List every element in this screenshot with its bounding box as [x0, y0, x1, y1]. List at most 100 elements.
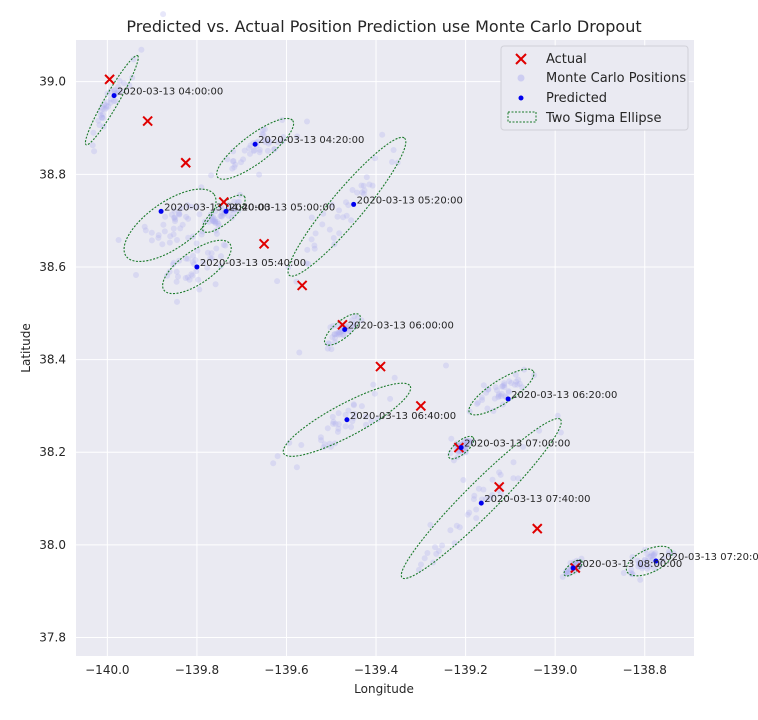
monte-carlo-point [343, 212, 350, 219]
predicted-time-label: 2020-03-13 04:00:00 [117, 87, 223, 98]
two-sigma-ellipse [323, 313, 361, 346]
actual-marker [180, 157, 191, 168]
monte-carlo-point [328, 201, 335, 208]
monte-carlo-point [231, 206, 238, 213]
monte-carlo-point [95, 117, 102, 124]
monte-carlo-point [184, 274, 191, 281]
monte-carlo-point [220, 241, 227, 248]
x-tick-label: −139.4 [354, 663, 398, 677]
monte-carlo-point [652, 550, 659, 556]
monte-carlo-point [554, 412, 561, 419]
monte-carlo-point [250, 148, 257, 154]
monte-carlo-point [427, 521, 434, 528]
monte-carlo-point [334, 213, 341, 220]
monte-carlo-point [336, 329, 343, 336]
monte-carlo-point [646, 563, 653, 570]
monte-carlo-point [207, 211, 214, 218]
monte-carlo-point [647, 553, 654, 560]
monte-carlo-point [665, 551, 672, 558]
monte-carlo-point [311, 245, 318, 252]
monte-carlo-point [178, 205, 185, 212]
monte-carlo-point [501, 384, 508, 391]
monte-carlo-point [453, 522, 460, 529]
monte-carlo-point [155, 234, 162, 241]
predicted-marker [194, 264, 200, 270]
two-sigma-ellipse [400, 417, 562, 580]
monte-carlo-point [433, 550, 440, 557]
monte-carlo-point [259, 131, 266, 137]
monte-carlo-point [241, 147, 248, 154]
monte-carlo-point [645, 561, 652, 568]
monte-carlo-point [231, 164, 238, 171]
monte-carlo-point [350, 414, 357, 421]
monte-carlo-point [508, 380, 515, 386]
monte-carlo-point [170, 261, 176, 268]
predicted-marker [223, 208, 229, 214]
monte-carlo-point [304, 118, 310, 125]
y-axis-label: Latitude [19, 323, 33, 372]
monte-carlo-point [466, 509, 473, 516]
x-tick-label: −138.8 [623, 663, 667, 677]
monte-carlo-point [293, 278, 300, 285]
monte-carlo-point [148, 237, 155, 244]
predicted-time-label: 2020-03-13 05:40:00 [200, 258, 306, 269]
monte-carlo-point [335, 421, 342, 428]
monte-carlo-point [510, 475, 517, 482]
plot-background [76, 40, 694, 656]
monte-carlo-point [204, 264, 211, 271]
monte-carlo-point [495, 394, 502, 401]
monte-carlo-point [172, 218, 178, 225]
monte-carlo-point [462, 442, 469, 448]
monte-carlo-point [222, 242, 229, 249]
monte-carlo-point [230, 158, 237, 164]
monte-carlo-point [261, 137, 268, 144]
actual-marker [258, 238, 270, 249]
monte-carlo-point [256, 149, 263, 156]
monte-carlo-point [182, 275, 189, 281]
y-tick-label: 38.0 [39, 538, 66, 552]
monte-carlo-point [286, 439, 293, 446]
predicted-time-label: 2020-03-13 07:00:00 [464, 439, 570, 450]
monte-carlo-point [651, 551, 658, 558]
monte-carlo-point [285, 264, 292, 271]
monte-carlo-point [387, 395, 394, 402]
monte-carlo-point [115, 83, 122, 90]
monte-carlo-point [421, 555, 428, 562]
monte-carlo-point [643, 551, 650, 557]
monte-carlo-point [563, 568, 570, 575]
monte-carlo-point [637, 560, 644, 567]
monte-carlo-point [462, 444, 469, 451]
monte-carlo-point [179, 221, 186, 228]
monte-carlo-point [499, 383, 506, 389]
monte-carlo-point [496, 469, 503, 476]
monte-carlo-point [480, 486, 487, 493]
monte-carlo-point [379, 131, 386, 138]
monte-carlo-point [330, 235, 337, 241]
predicted-time-label: 2020-03-13 07:40:00 [484, 494, 590, 505]
monte-carlo-point [96, 122, 103, 128]
actual-marker [493, 481, 505, 493]
monte-carlo-point [217, 263, 224, 270]
monte-carlo-point [505, 389, 512, 396]
legend-label-ellipse: Two Sigma Ellipse [545, 111, 661, 126]
monte-carlo-point [229, 214, 235, 221]
monte-carlo-point [640, 563, 647, 570]
monte-carlo-point [329, 334, 336, 341]
actual-marker [375, 361, 386, 372]
monte-carlo-point [208, 255, 215, 262]
monte-carlo-point [262, 139, 269, 146]
monte-carlo-point [497, 471, 504, 478]
monte-carlo-point [483, 389, 490, 396]
monte-carlo-point [264, 147, 271, 154]
monte-carlo-point [448, 435, 455, 442]
actual-marker [296, 280, 308, 291]
monte-carlo-point [185, 215, 192, 222]
monte-carlo-point [348, 317, 355, 324]
monte-carlo-point [171, 214, 178, 221]
predicted-marker [252, 141, 258, 147]
monte-carlo-point [485, 386, 492, 393]
monte-carlo-point [475, 399, 481, 406]
monte-carlo-point [279, 138, 286, 145]
monte-carlo-point [103, 102, 110, 109]
monte-carlo-point [330, 418, 337, 425]
